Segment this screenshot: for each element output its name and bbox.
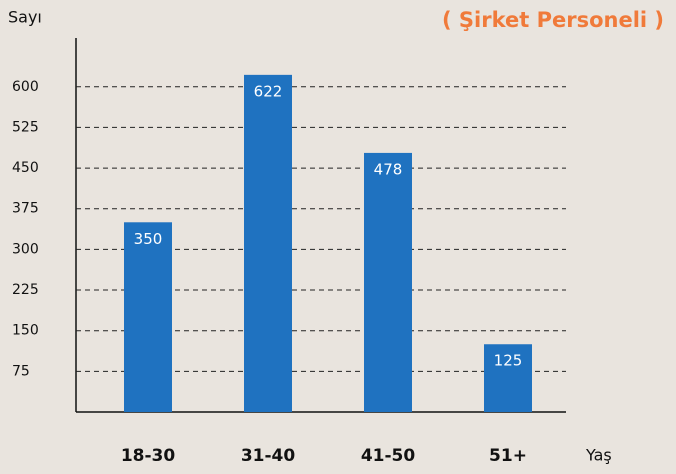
- y-tick-label: 600: [12, 79, 39, 95]
- value-label: 478: [374, 160, 403, 178]
- y-tick-label: 150: [12, 323, 39, 339]
- x-axis-label: Yaş: [585, 446, 612, 465]
- x-tick-label: 41-50: [361, 446, 416, 466]
- y-axis-label: Sayı: [8, 8, 42, 27]
- value-label: 622: [254, 82, 283, 100]
- bar: [364, 152, 412, 412]
- y-tick-label: 300: [12, 241, 39, 257]
- y-tick-label: 225: [12, 282, 39, 298]
- y-tick-label: 450: [12, 160, 39, 176]
- chart-title: ( Şirket Personeli ): [442, 8, 664, 32]
- bar: [484, 344, 532, 412]
- value-label: 350: [134, 230, 163, 248]
- value-label: 125: [494, 352, 523, 370]
- bar: [124, 222, 172, 412]
- y-tick-label: 75: [12, 363, 30, 379]
- x-tick-label: 18-30: [121, 446, 176, 466]
- y-tick-label: 375: [12, 201, 39, 217]
- x-tick-label: 51+: [489, 446, 527, 466]
- y-tick-label: 525: [12, 119, 39, 135]
- bar: [244, 74, 292, 412]
- x-tick-label: 31-40: [241, 446, 296, 466]
